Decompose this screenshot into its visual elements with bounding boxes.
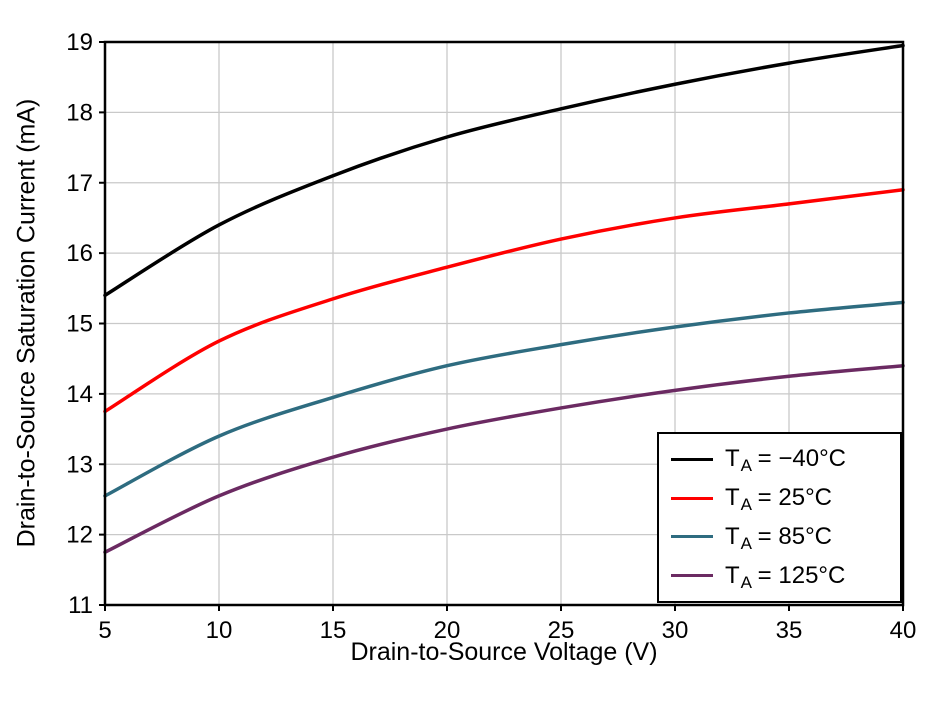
legend-label: TA = 85°C — [725, 522, 832, 553]
x-tick-label: 30 — [662, 617, 689, 644]
legend-swatch — [671, 496, 713, 500]
legend-label: TA = −40°C — [725, 445, 847, 476]
y-tick-label: 16 — [66, 240, 93, 267]
y-tick-label: 11 — [68, 592, 93, 619]
legend-entry: TA = 25°C — [671, 484, 888, 515]
series-line — [103, 43, 905, 298]
y-axis-title: Drain-to-Source Saturation Current (mA) — [12, 98, 41, 548]
legend-swatch — [671, 535, 713, 539]
series-line — [103, 188, 905, 414]
legend-swatch — [671, 574, 713, 578]
y-tick-label: 17 — [66, 170, 93, 197]
y-tick-label: 13 — [66, 451, 93, 478]
x-tick-label: 25 — [548, 617, 575, 644]
series-line — [103, 300, 905, 498]
y-tick-label: 19 — [66, 29, 93, 56]
y-tick-label: 12 — [66, 522, 93, 549]
legend-entry: TA = 85°C — [671, 522, 888, 553]
x-axis-title: Drain-to-Source Voltage (V) — [350, 638, 658, 666]
legend-swatch — [671, 457, 713, 461]
x-tick-label: 20 — [434, 617, 461, 644]
legend: TA = −40°C TA = 25°C TA = 85°C TA = 125°C — [657, 432, 902, 603]
x-tick-label: 5 — [98, 617, 111, 644]
legend-label: TA = 125°C — [725, 561, 846, 592]
legend-entry: TA = 125°C — [671, 561, 888, 592]
x-tick-label: 15 — [320, 617, 347, 644]
legend-label: TA = 25°C — [725, 484, 832, 515]
x-tick-label: 35 — [776, 617, 803, 644]
legend-entry: TA = −40°C — [671, 445, 888, 476]
y-tick-label: 15 — [66, 311, 93, 338]
x-tick-label: 10 — [206, 617, 233, 644]
y-tick-label: 18 — [66, 99, 93, 126]
series-line — [103, 363, 905, 554]
x-tick-label: 40 — [890, 617, 917, 644]
y-tick-label: 14 — [66, 381, 93, 408]
